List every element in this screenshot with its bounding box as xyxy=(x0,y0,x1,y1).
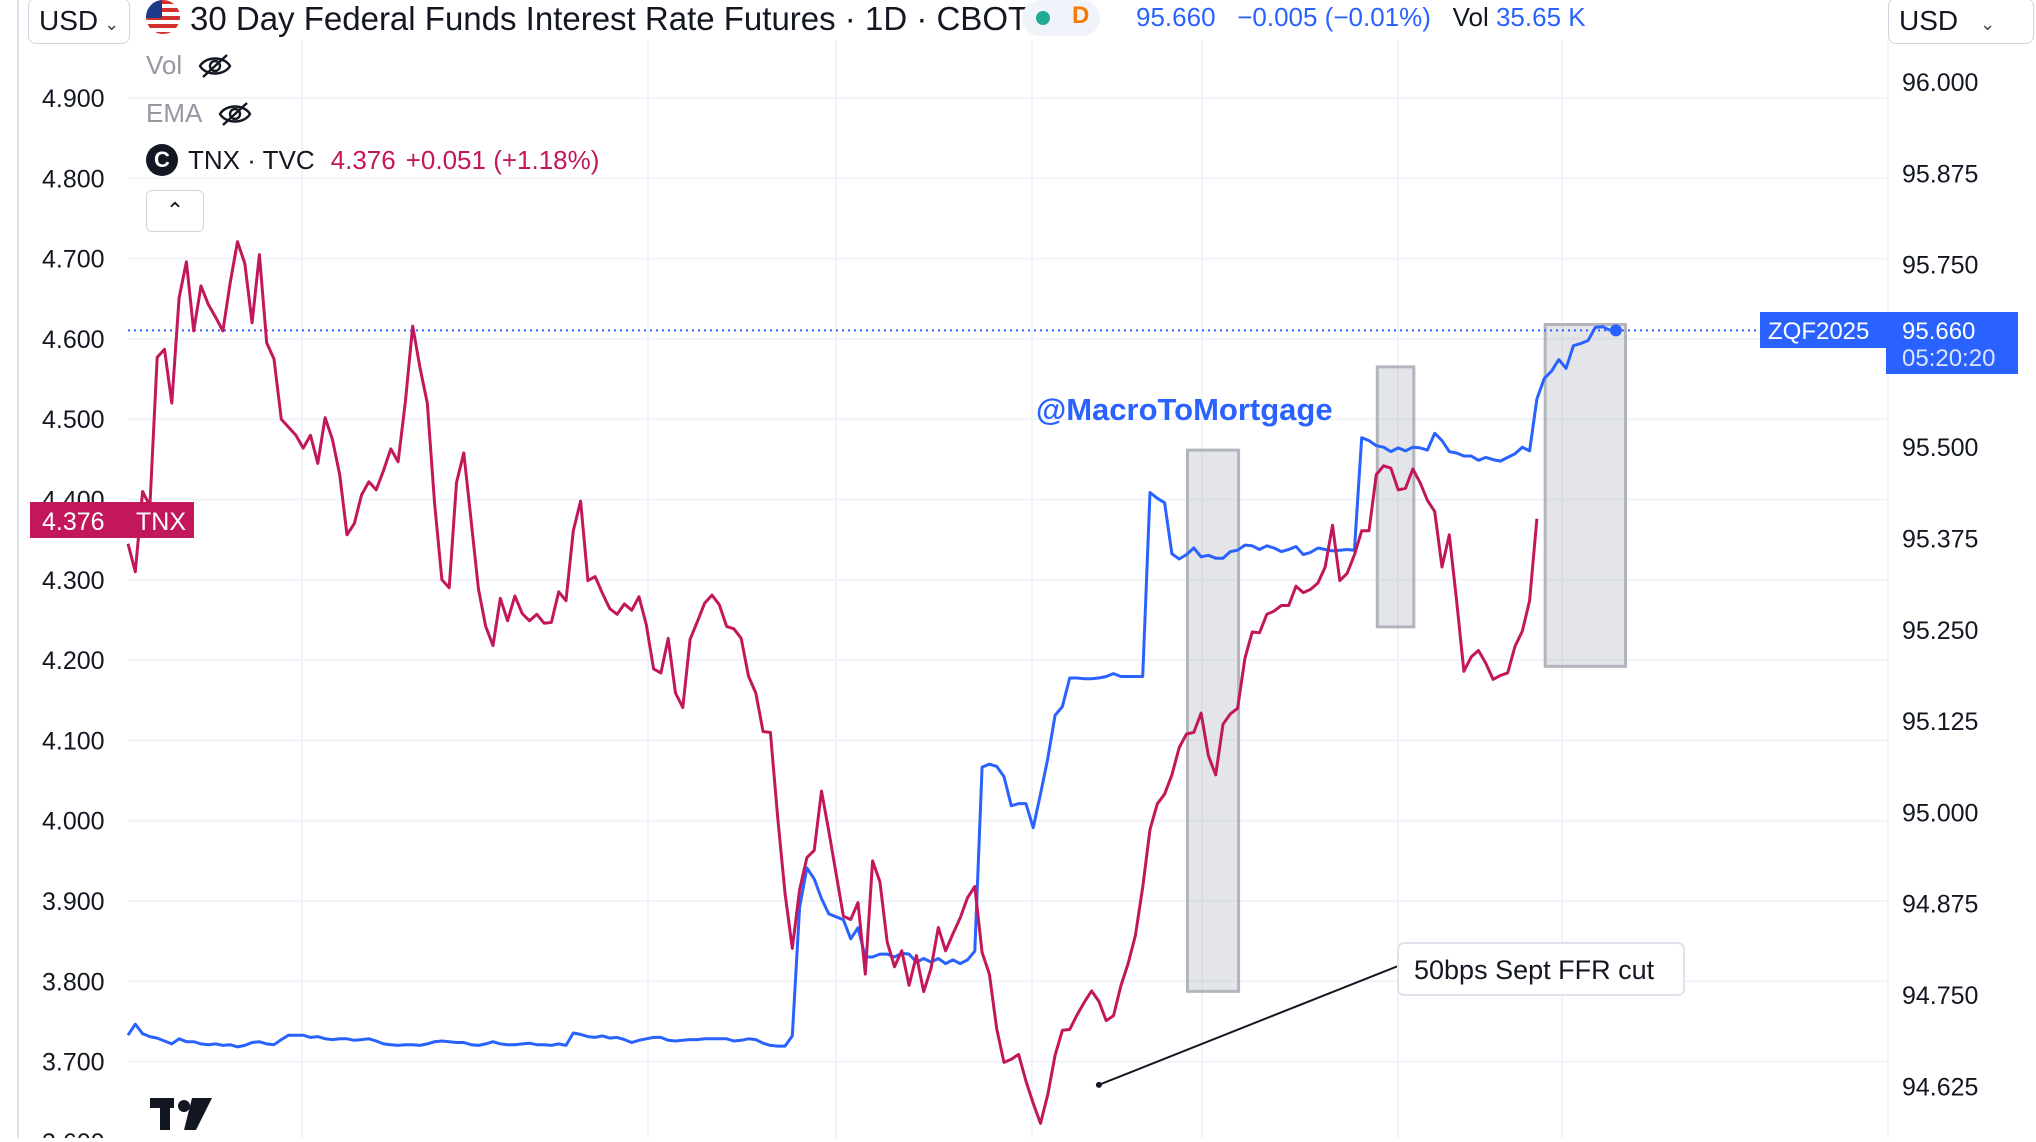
price-change: −0.005 (−0.01%) xyxy=(1237,2,1431,32)
right-tick-label: 96.000 xyxy=(1902,69,1978,97)
legend-tnx[interactable]: C TNX · TVC 4.376 +0.051 (+1.18%) xyxy=(146,144,599,176)
left-tick-label: 4.100 xyxy=(42,727,105,755)
tnx-tag-value: 4.376 xyxy=(42,508,105,536)
highlight-box xyxy=(1186,448,1241,993)
tnx-tag-label: TNX xyxy=(136,508,186,536)
right-axis: 96.00095.87595.75095.62595.50095.37595.2… xyxy=(1902,69,1978,1101)
chart-title: 30 Day Federal Funds Interest Rate Futur… xyxy=(190,0,1029,37)
chevron-down-icon: ⌄ xyxy=(104,14,120,34)
quote-summary: 95.660 −0.005 (−0.01%) Vol 35.65 K xyxy=(1136,2,1586,33)
legend-tnx-value: 4.376 xyxy=(330,144,396,175)
tnx-price-tag: 4.376 TNX xyxy=(30,502,194,538)
currency-right-label: USD xyxy=(1899,5,1959,36)
tradingview-logo-icon xyxy=(150,1098,212,1130)
left-tick-label: 4.300 xyxy=(42,567,105,595)
legend-ema-label: EMA xyxy=(146,98,203,128)
legend-tnx-symbol: TNX · TVC xyxy=(188,144,315,175)
left-tick-label: 4.500 xyxy=(42,406,105,434)
legend-tnx-change: +0.051 (+1.18%) xyxy=(405,144,600,175)
legend-vol[interactable]: Vol xyxy=(146,50,232,81)
left-tick-label: 4.700 xyxy=(42,246,105,274)
currency-select-left[interactable]: USD ⌄ xyxy=(28,0,131,44)
legend-vol-label: Vol xyxy=(146,50,183,80)
right-tick-label: 95.000 xyxy=(1902,799,1978,827)
left-tick-label: 4.000 xyxy=(42,808,105,836)
right-tick-label: 95.875 xyxy=(1902,160,1978,188)
legend-ema[interactable]: EMA xyxy=(146,98,252,129)
right-tick-label: 95.750 xyxy=(1902,252,1978,280)
zqf-last-point xyxy=(1609,324,1622,337)
highlight-box xyxy=(1375,365,1416,629)
us-flag-icon xyxy=(146,0,180,34)
currency-select-right[interactable]: USD ⌄ xyxy=(1888,0,2034,44)
right-tick-label: 94.875 xyxy=(1902,891,1978,919)
right-tick-label: 95.125 xyxy=(1902,708,1978,736)
highlight-box xyxy=(1543,322,1627,668)
status-letter: D xyxy=(1072,2,1090,29)
zqf-price-tag: ZQF2025 95.660 05:20:20 xyxy=(1760,312,2018,374)
currency-left-label: USD xyxy=(39,5,99,36)
tradingview-logo[interactable] xyxy=(150,1098,212,1142)
left-tick-label: 4.900 xyxy=(42,85,105,113)
right-tick-label: 95.375 xyxy=(1902,526,1978,554)
right-tick-label: 94.625 xyxy=(1902,1073,1978,1101)
volume-label: Vol xyxy=(1452,2,1489,32)
zqf-tag-value: 95.660 xyxy=(1902,318,1975,345)
left-tick-label: 4.800 xyxy=(42,165,105,193)
zqf-tag-countdown: 05:20:20 xyxy=(1902,345,1995,372)
left-tick-label: 3.800 xyxy=(42,968,105,996)
left-axis: 4.9004.8004.7004.6004.5004.4004.3004.200… xyxy=(42,85,105,1138)
chevron-down-icon: ⌄ xyxy=(1980,14,1996,34)
eye-off-icon[interactable] xyxy=(218,101,252,127)
right-tick-label: 95.500 xyxy=(1902,434,1978,462)
highlight-boxes xyxy=(1186,322,1627,993)
right-tick-label: 94.750 xyxy=(1902,982,1978,1010)
right-tick-label: 95.250 xyxy=(1902,617,1978,645)
chevron-up-icon: ⌃ xyxy=(165,198,185,223)
market-open-dot-icon xyxy=(1036,11,1050,25)
tnx-logo-icon: C xyxy=(146,144,178,176)
grid xyxy=(128,40,1889,1138)
left-tick-label: 4.600 xyxy=(42,326,105,354)
annotation-leader-line xyxy=(1098,965,1399,1086)
left-tick-label: 3.900 xyxy=(42,888,105,916)
left-tick-label: 4.200 xyxy=(42,647,105,675)
volume-value: 35.65 K xyxy=(1495,2,1586,32)
annotation-callout[interactable]: 50bps Sept FFR cut xyxy=(1397,942,1685,996)
eye-off-icon[interactable] xyxy=(198,53,232,79)
market-status-pill[interactable]: D xyxy=(1022,0,1100,36)
zqf-series-line xyxy=(126,325,1611,1049)
left-tick-label: 3.700 xyxy=(42,1049,105,1077)
watermark-text: @MacroToMortgage xyxy=(1036,392,1333,427)
left-tick-label: 3.600 xyxy=(42,1129,105,1138)
zqf-tag-label: ZQF2025 xyxy=(1768,318,1869,345)
annotation-text: 50bps Sept FFR cut xyxy=(1414,955,1655,985)
collapse-legend-button[interactable]: ⌃ xyxy=(146,190,204,232)
last-price: 95.660 xyxy=(1136,2,1216,32)
annotation-anchor xyxy=(1095,1081,1102,1088)
tnx-series-line xyxy=(126,240,1539,1125)
